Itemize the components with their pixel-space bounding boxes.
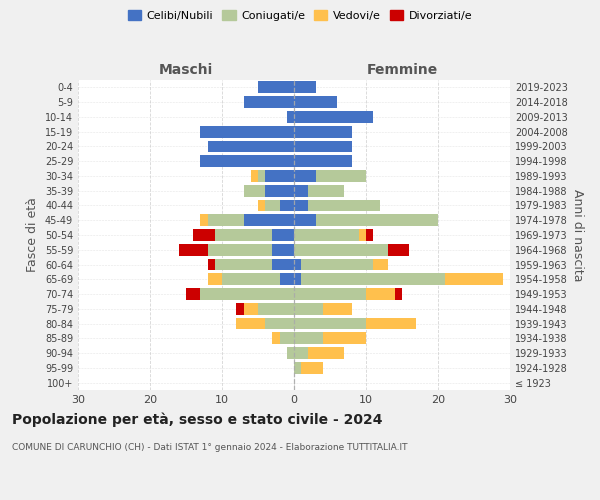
Bar [208,214,244,226]
Bar [208,274,222,285]
Bar [236,318,265,330]
Bar [294,185,308,196]
Bar [294,347,308,359]
Bar [186,288,200,300]
Bar [301,274,445,285]
Legend: Celibi/Nubili, Coniugati/e, Vedovi/e, Divorziati/e: Celibi/Nubili, Coniugati/e, Vedovi/e, Di… [124,6,476,25]
Bar [308,185,344,196]
Bar [272,229,294,241]
Bar [445,274,503,285]
Bar [294,156,352,167]
Bar [294,318,366,330]
Bar [301,258,373,270]
Bar [294,274,301,285]
Bar [294,82,316,94]
Bar [272,244,294,256]
Bar [280,274,294,285]
Bar [308,200,380,211]
Bar [244,185,265,196]
Bar [316,170,366,182]
Bar [272,258,294,270]
Bar [251,170,258,182]
Bar [265,185,294,196]
Bar [258,170,265,182]
Bar [193,229,215,241]
Text: Femmine: Femmine [367,64,437,78]
Bar [287,347,294,359]
Bar [265,318,294,330]
Bar [236,303,244,314]
Bar [287,111,294,123]
Bar [272,332,280,344]
Y-axis label: Anni di nascita: Anni di nascita [571,188,584,281]
Bar [258,82,294,94]
Bar [200,156,294,167]
Bar [200,126,294,138]
Bar [215,229,272,241]
Bar [200,214,208,226]
Text: COMUNE DI CARUNCHIO (CH) - Dati ISTAT 1° gennaio 2024 - Elaborazione TUTTITALIA.: COMUNE DI CARUNCHIO (CH) - Dati ISTAT 1°… [12,442,407,452]
Bar [280,200,294,211]
Bar [308,347,344,359]
Bar [294,303,323,314]
Bar [208,244,272,256]
Bar [244,303,258,314]
Bar [294,140,352,152]
Bar [265,170,294,182]
Bar [294,214,316,226]
Bar [208,258,215,270]
Bar [294,244,388,256]
Bar [265,200,280,211]
Bar [222,274,280,285]
Bar [301,362,323,374]
Bar [323,332,366,344]
Bar [179,244,208,256]
Bar [366,318,416,330]
Text: Maschi: Maschi [159,64,213,78]
Text: Popolazione per età, sesso e stato civile - 2024: Popolazione per età, sesso e stato civil… [12,412,383,427]
Bar [258,200,265,211]
Bar [395,288,402,300]
Y-axis label: Fasce di età: Fasce di età [26,198,39,272]
Bar [316,214,438,226]
Bar [258,303,294,314]
Bar [294,258,301,270]
Bar [323,303,352,314]
Bar [294,126,352,138]
Bar [294,200,308,211]
Bar [373,258,388,270]
Bar [294,111,373,123]
Bar [280,332,294,344]
Bar [294,332,323,344]
Bar [359,229,366,241]
Bar [388,244,409,256]
Bar [294,362,301,374]
Bar [200,288,294,300]
Bar [208,140,294,152]
Bar [366,288,395,300]
Bar [366,229,373,241]
Bar [294,170,316,182]
Bar [244,96,294,108]
Bar [294,96,337,108]
Bar [294,229,359,241]
Bar [244,214,294,226]
Bar [294,288,366,300]
Bar [215,258,272,270]
